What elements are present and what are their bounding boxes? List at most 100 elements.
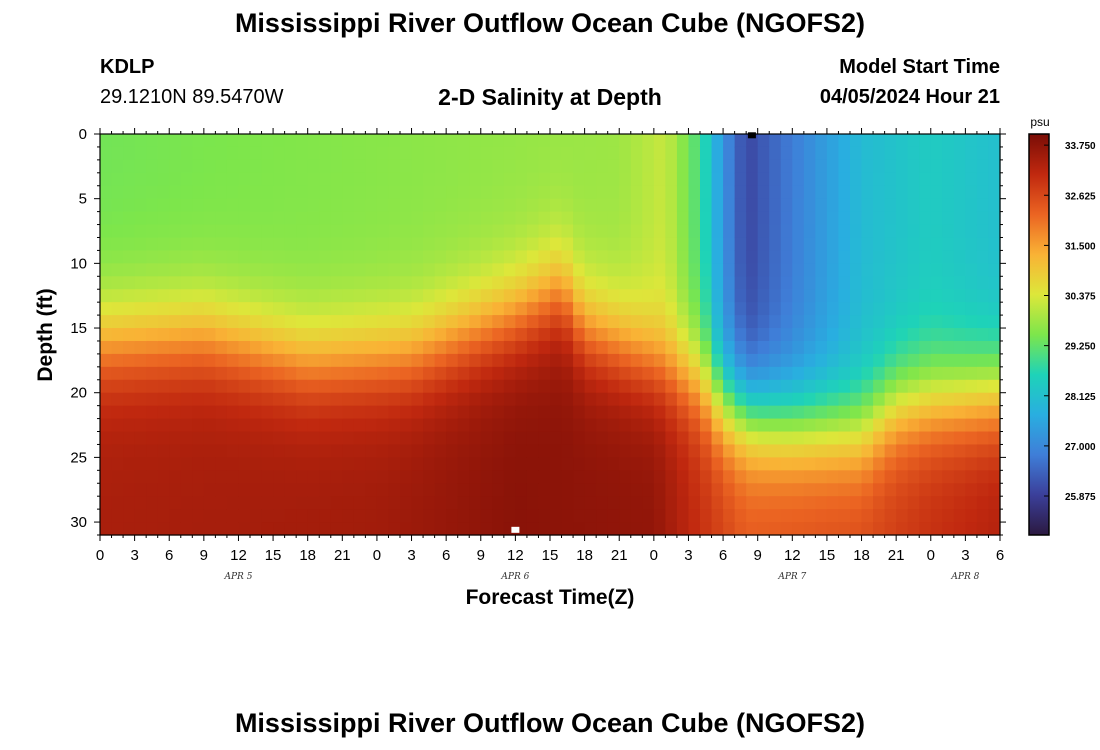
heatmap-cell: [723, 509, 736, 523]
heatmap-cell: [792, 146, 805, 161]
heatmap-cell: [261, 431, 274, 446]
heatmap-cell: [434, 289, 447, 303]
heatmap-cell: [423, 315, 436, 329]
x-tick-label: 9: [754, 547, 762, 564]
heatmap-cell: [769, 509, 782, 523]
heatmap-cell: [250, 470, 263, 484]
heatmap-cell: [469, 444, 482, 458]
heatmap-cell: [538, 328, 551, 342]
heatmap-cell: [700, 496, 713, 510]
heatmap-cell: [815, 457, 828, 471]
heatmap-cell: [700, 431, 713, 446]
y-tick-label: 15: [70, 320, 87, 337]
heatmap-cell: [769, 470, 782, 484]
heatmap-cell: [769, 185, 782, 200]
heatmap-cell: [376, 392, 390, 407]
heatmap-cell: [953, 483, 966, 497]
heatmap-cell: [446, 250, 459, 264]
heatmap-cell: [342, 134, 355, 148]
heatmap-cell: [746, 483, 759, 497]
heatmap-cell: [296, 134, 309, 148]
heatmap-cell: [284, 353, 297, 368]
heatmap-cell: [353, 302, 366, 316]
chart-title-repeat: Mississippi River Outflow Ocean Cube (NG…: [234, 708, 866, 738]
heatmap-cell: [400, 496, 413, 510]
heatmap-cell: [457, 185, 470, 200]
heatmap-cell: [342, 263, 355, 277]
heatmap-cell: [388, 470, 401, 484]
heatmap-cell: [134, 172, 147, 187]
heatmap-cell: [965, 392, 978, 407]
heatmap-cell: [896, 198, 909, 213]
heatmap-cell: [180, 315, 193, 329]
heatmap-cell: [630, 198, 643, 213]
heatmap-cell: [157, 211, 170, 226]
heatmap-cell: [734, 328, 747, 342]
heatmap-cell: [388, 366, 401, 381]
heatmap-cell: [919, 328, 932, 342]
heatmap-cell: [653, 470, 666, 484]
heatmap-cell: [169, 289, 182, 303]
heatmap-cell: [780, 263, 793, 277]
heatmap-cell: [203, 457, 216, 471]
heatmap-cell: [192, 237, 205, 252]
heatmap-cell: [446, 302, 459, 316]
heatmap-cell: [411, 405, 424, 420]
heatmap-cell: [411, 250, 424, 264]
heatmap-cell: [700, 211, 713, 226]
heatmap-cell: [434, 172, 447, 187]
heatmap-cell: [653, 418, 666, 433]
heatmap-cell: [238, 263, 251, 277]
heatmap-cell: [457, 276, 470, 290]
heatmap-cell: [584, 340, 597, 355]
heatmap-cell: [596, 211, 609, 226]
heatmap-cell: [930, 483, 943, 497]
heatmap-cell: [538, 379, 551, 394]
heatmap-cell: [630, 431, 643, 446]
heatmap-cell: [365, 146, 378, 161]
heatmap-cell: [515, 340, 528, 355]
heatmap-cell: [792, 470, 805, 484]
heatmap-cell: [157, 457, 170, 471]
heatmap-cell: [180, 211, 193, 226]
heatmap-cell: [953, 405, 966, 420]
heatmap-cell: [884, 457, 897, 471]
heatmap-cell: [180, 496, 193, 510]
heatmap-cell: [330, 483, 343, 497]
heatmap-cell: [573, 457, 586, 471]
heatmap-cell: [296, 509, 309, 523]
heatmap-cell: [942, 405, 955, 420]
heatmap-cell: [884, 483, 897, 497]
heatmap-cell: [123, 353, 136, 368]
heatmap-cell: [307, 159, 320, 174]
heatmap-cell: [238, 340, 251, 355]
heatmap-cell: [676, 211, 690, 226]
heatmap-cell: [284, 418, 297, 433]
heatmap-cell: [573, 159, 586, 174]
heatmap-cell: [769, 263, 782, 277]
heatmap-cell: [146, 146, 159, 161]
heatmap-cell: [296, 379, 309, 394]
heatmap-cell: [873, 237, 886, 252]
heatmap-cell: [446, 470, 459, 484]
heatmap-cell: [976, 185, 990, 200]
heatmap-cell: [711, 457, 724, 471]
heatmap-cell: [446, 405, 459, 420]
heatmap-cell: [353, 340, 366, 355]
heatmap-cell: [319, 146, 332, 161]
heatmap-cell: [353, 405, 366, 420]
heatmap-cell: [942, 379, 955, 394]
heatmap-cell: [642, 302, 655, 316]
heatmap-cell: [930, 211, 943, 226]
heatmap-cell: [942, 315, 955, 329]
heatmap-cell: [896, 483, 909, 497]
heatmap-cell: [942, 483, 955, 497]
heatmap-cell: [215, 418, 228, 433]
heatmap-cell: [376, 418, 390, 433]
heatmap-cell: [226, 457, 240, 471]
heatmap-cell: [838, 289, 851, 303]
heatmap-cell: [965, 522, 978, 536]
heatmap-cell: [642, 496, 655, 510]
heatmap-cell: [596, 483, 609, 497]
heatmap-cell: [619, 289, 632, 303]
